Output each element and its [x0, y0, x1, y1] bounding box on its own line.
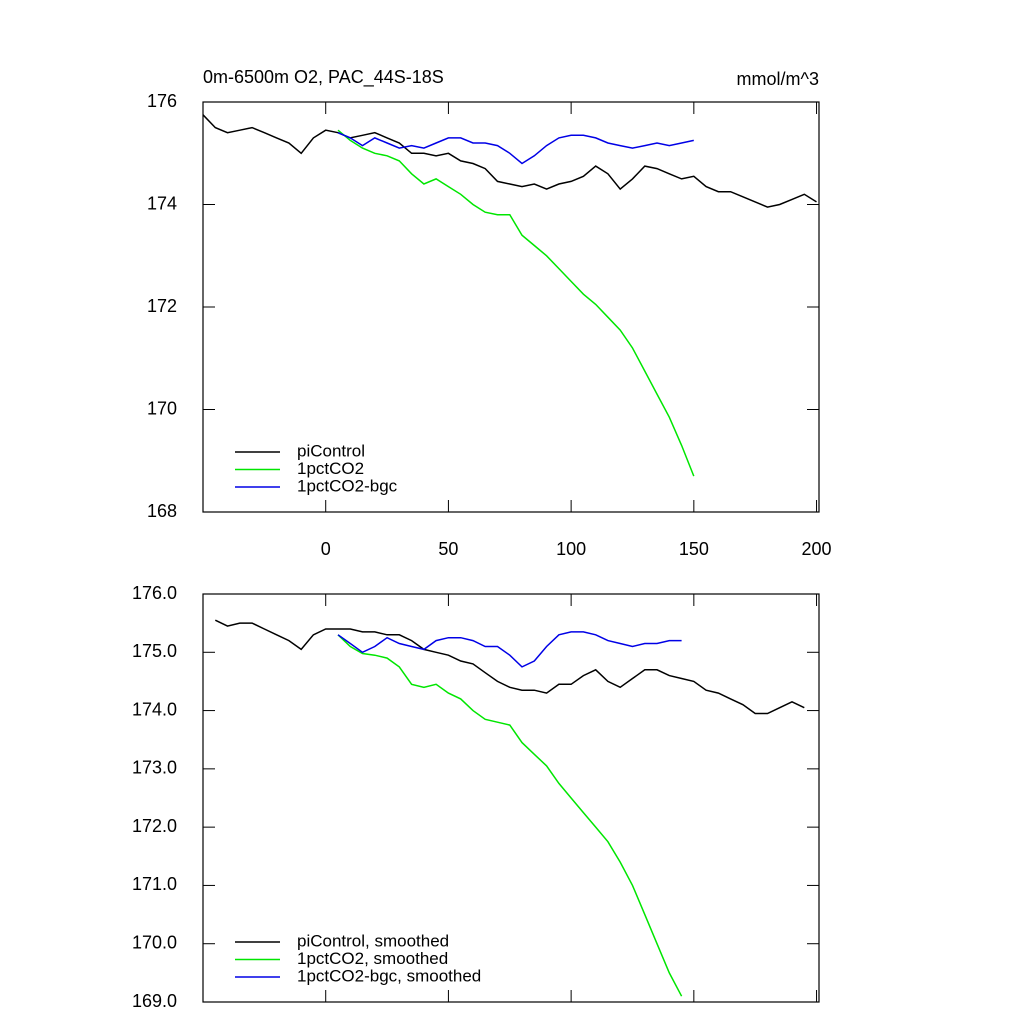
series-line — [202, 114, 817, 208]
x-tick-label: 50 — [438, 539, 458, 559]
y-tick-label: 174 — [147, 193, 177, 213]
series-line — [337, 634, 683, 997]
units-label: mmol/m^3 — [737, 69, 819, 89]
legend-label: 1pctCO2-bgc — [297, 476, 398, 495]
y-tick-label: 176 — [147, 91, 177, 111]
y-tick-label: 174.0 — [132, 699, 177, 719]
plot-frame — [202, 101, 820, 513]
y-tick-label: 176.0 — [132, 583, 177, 603]
plot-frame — [202, 593, 820, 1003]
legend-label: 1pctCO2, smoothed — [297, 949, 448, 968]
legend-label: piControl, smoothed — [297, 931, 449, 950]
series-line — [337, 631, 682, 668]
y-tick-label: 169.0 — [132, 991, 177, 1011]
y-tick-label: 170 — [147, 398, 177, 418]
y-tick-label: 172.0 — [132, 816, 177, 836]
y-tick-label: 168 — [147, 501, 177, 521]
y-tick-label: 170.0 — [132, 932, 177, 952]
y-tick-label: 171.0 — [132, 874, 177, 894]
y-tick-label: 173.0 — [132, 758, 177, 778]
series-line — [214, 619, 805, 715]
legend-label: piControl — [297, 441, 365, 460]
legend-label: 1pctCO2-bgc, smoothed — [297, 966, 481, 985]
y-tick-label: 175.0 — [132, 641, 177, 661]
x-tick-label: 100 — [556, 539, 586, 559]
x-tick-label: 0 — [321, 539, 331, 559]
series-line — [337, 129, 695, 477]
x-tick-label: 200 — [802, 539, 832, 559]
legend-label: 1pctCO2 — [297, 459, 364, 478]
y-tick-label: 172 — [147, 296, 177, 316]
series-line — [337, 132, 694, 165]
x-tick-label: 150 — [679, 539, 709, 559]
chart-title: 0m-6500m O2, PAC_44S-18S — [203, 67, 444, 88]
